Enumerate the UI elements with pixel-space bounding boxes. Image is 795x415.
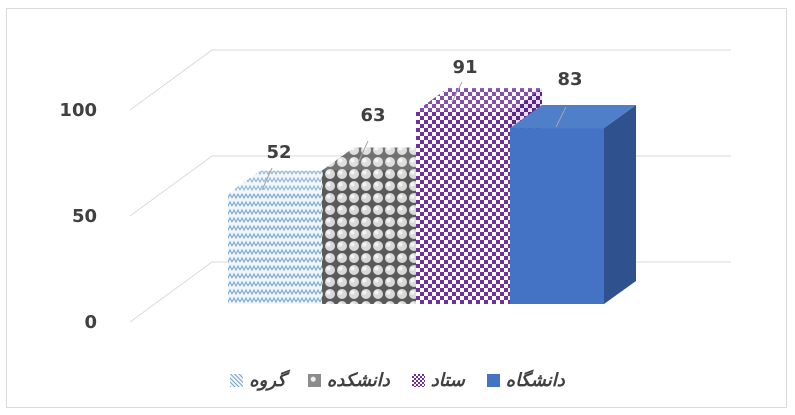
- legend-item: ستاد: [411, 369, 465, 391]
- legend: دانشگاه ستاد دانشکده گروه: [0, 362, 795, 398]
- gridline: [129, 49, 731, 111]
- legend-swatch: [307, 373, 321, 387]
- y-axis-ticks: 0 50 100: [59, 100, 97, 333]
- legend-swatch: [230, 373, 244, 387]
- leader-line: [357, 140, 369, 164]
- legend-item: گروه: [230, 370, 286, 391]
- leader-line: [555, 106, 567, 128]
- legend-item: دانشگاه: [486, 369, 565, 391]
- legend-label: دانشکده: [326, 369, 390, 391]
- legend-swatch: [411, 373, 425, 387]
- data-label: 83: [557, 69, 582, 90]
- y-tick-label: 50: [72, 206, 97, 227]
- legend-swatch: [486, 373, 500, 387]
- leader-line: [451, 81, 463, 103]
- data-labels: 52 63 91 83: [261, 57, 583, 191]
- bars: [228, 88, 636, 304]
- y-tick-label: 0: [84, 312, 97, 333]
- legend-label: گروه: [249, 369, 286, 391]
- legend-label: ستاد: [430, 369, 465, 391]
- y-tick-label: 100: [59, 100, 97, 121]
- data-label: 91: [452, 57, 477, 78]
- legend-item: دانشکده: [307, 369, 390, 391]
- bar: [510, 105, 636, 304]
- data-label: 63: [360, 105, 385, 126]
- leader-line: [261, 167, 273, 191]
- data-label: 52: [266, 142, 291, 163]
- legend-label: دانشگاه: [505, 369, 565, 391]
